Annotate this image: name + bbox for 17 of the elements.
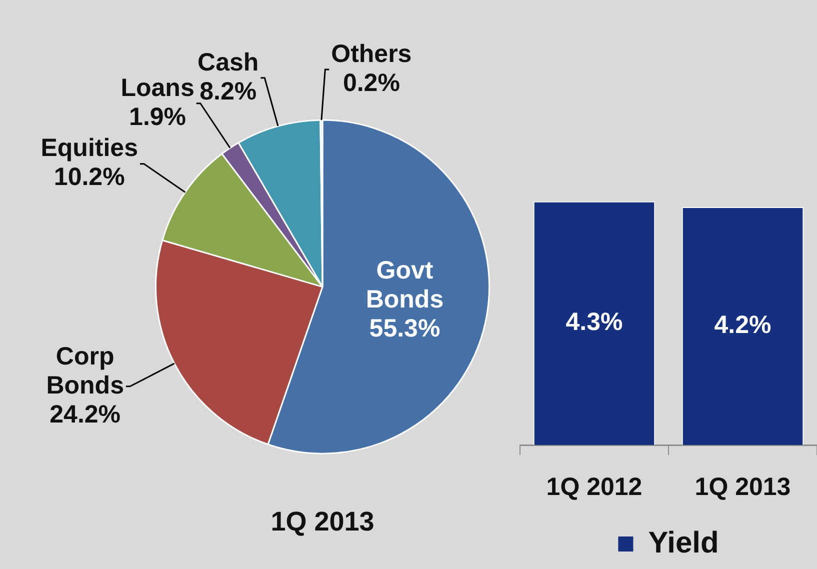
data-label: 55.3% [369,314,440,343]
data-label: 4.3% [566,308,623,336]
slice-label: Loans [120,74,194,102]
slice-label: Others [331,40,412,68]
data-label: 1.9% [129,102,186,131]
slice-label: Govt Bonds [366,256,444,314]
slice-label: Equities [40,134,138,162]
slice-label: Cash [198,48,259,76]
data-label: 0.2% [342,68,400,97]
x-tick-label: 1Q 2012 [546,472,642,501]
legend-label: Yield [648,526,719,560]
data-label: 10.2% [54,163,125,192]
slice-label: Corp Bonds [46,342,124,400]
data-label: 24.2% [50,400,121,428]
text: 1Q 2013 [270,506,374,536]
data-label: 4.2% [714,310,772,339]
data-label: 8.2% [200,77,257,106]
